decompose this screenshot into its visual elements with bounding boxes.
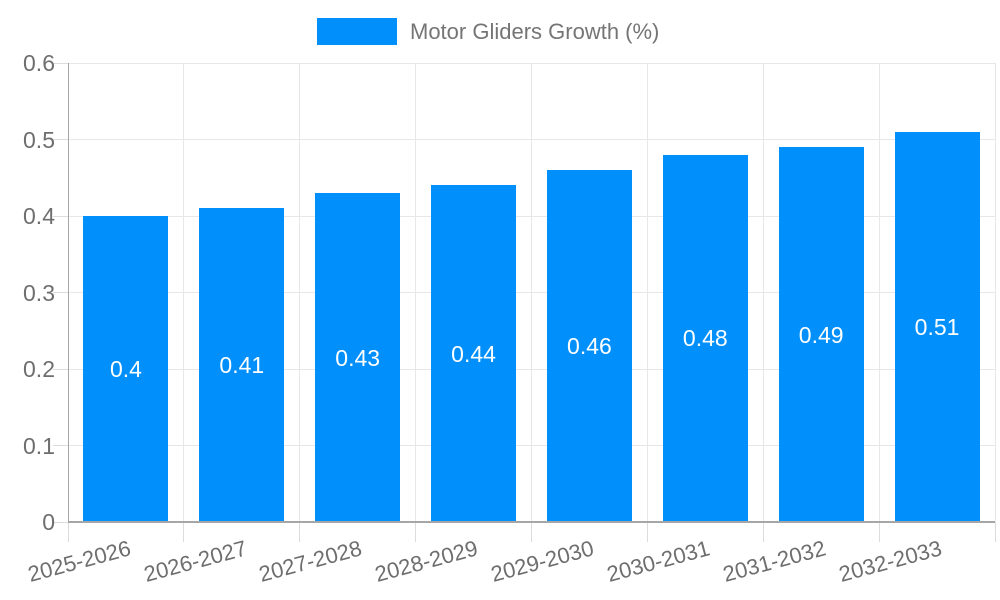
x-tick-mark xyxy=(67,522,69,542)
bar: 0.41 xyxy=(199,208,285,522)
bar-value-label: 0.4 xyxy=(109,356,142,382)
bar: 0.48 xyxy=(662,154,748,522)
legend-marker-swatch xyxy=(317,18,397,45)
y-tick-mark xyxy=(53,62,68,64)
v-gridline xyxy=(415,63,417,522)
y-tick-label: 0.3 xyxy=(23,279,55,306)
bar-value-label: 0.48 xyxy=(682,325,728,352)
x-tick-mark xyxy=(531,522,532,542)
x-axis-line xyxy=(68,521,995,523)
x-tick-mark xyxy=(878,522,880,542)
x-tick-mark xyxy=(183,522,185,542)
y-tick-label: 0.2 xyxy=(23,356,55,382)
bar: 0.4 xyxy=(83,216,169,522)
x-tick-label: 2027-2028 xyxy=(256,535,365,587)
x-tick-mark xyxy=(299,522,301,542)
x-tick-mark xyxy=(994,522,996,542)
y-tick-mark xyxy=(53,368,68,370)
bar-value-label: 0.41 xyxy=(219,352,265,379)
v-gridline xyxy=(878,63,880,522)
legend[interactable]: Motor Gliders Growth (%) xyxy=(317,18,659,45)
v-gridline xyxy=(994,63,996,522)
v-gridline xyxy=(646,63,648,522)
y-tick-mark xyxy=(53,445,68,446)
x-tick-label: 2029-2030 xyxy=(488,535,597,587)
bar: 0.46 xyxy=(546,170,632,522)
bar: 0.43 xyxy=(315,193,401,522)
y-tick-label: 0.6 xyxy=(23,50,55,76)
x-tick-mark xyxy=(762,522,764,542)
x-tick-label: 2026-2027 xyxy=(140,535,249,587)
y-tick-label: 0 xyxy=(42,509,55,535)
bar: 0.51 xyxy=(894,131,980,522)
y-tick-label: 0.5 xyxy=(23,126,55,153)
bar: 0.44 xyxy=(431,185,517,522)
v-gridline xyxy=(299,63,301,522)
y-tick-mark xyxy=(53,292,68,293)
legend-label: Motor Gliders Growth (%) xyxy=(410,19,660,44)
y-tick-label: 0.4 xyxy=(23,203,55,229)
y-axis-line xyxy=(67,63,69,522)
bar-value-label: 0.46 xyxy=(567,333,612,360)
x-tick-label: 2028-2029 xyxy=(372,535,481,587)
v-gridline xyxy=(762,63,764,522)
y-tick-label: 0.1 xyxy=(23,432,55,459)
x-tick-mark xyxy=(646,522,648,542)
bar-value-label: 0.51 xyxy=(914,313,960,340)
x-tick-label: 2025-2026 xyxy=(24,535,134,587)
bar-value-label: 0.43 xyxy=(335,344,381,371)
v-gridline xyxy=(183,63,185,522)
bar-value-label: 0.49 xyxy=(798,321,844,348)
v-gridline xyxy=(531,63,532,522)
y-tick-mark xyxy=(53,215,68,217)
bar-value-label: 0.44 xyxy=(451,340,496,367)
x-tick-label: 2032-2033 xyxy=(836,535,945,587)
y-tick-mark xyxy=(53,139,68,140)
x-tick-label: 2030-2031 xyxy=(604,535,713,587)
y-tick-mark xyxy=(53,521,68,523)
bar: 0.49 xyxy=(778,147,864,522)
x-tick-mark xyxy=(415,522,417,542)
x-tick-label: 2031-2032 xyxy=(720,535,829,587)
